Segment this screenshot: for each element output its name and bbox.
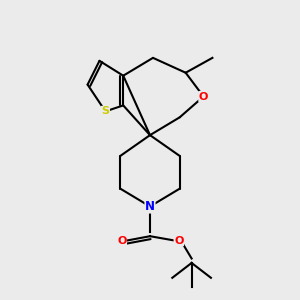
Text: S: S	[101, 106, 110, 116]
Text: O: O	[199, 92, 208, 101]
Text: O: O	[117, 236, 127, 246]
Text: O: O	[174, 236, 184, 246]
Text: N: N	[145, 200, 155, 213]
